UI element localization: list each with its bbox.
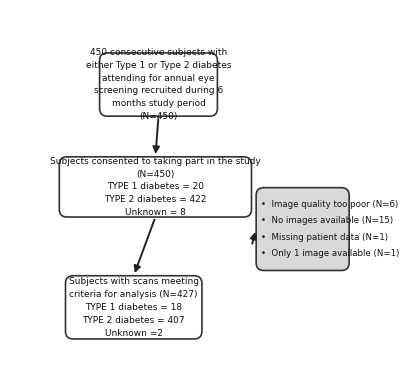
FancyBboxPatch shape bbox=[256, 188, 349, 271]
Text: •  Image quality too poor (N=6): • Image quality too poor (N=6) bbox=[261, 200, 398, 209]
FancyBboxPatch shape bbox=[100, 53, 218, 116]
Text: Subjects with scans meeting
criteria for analysis (N=427)
TYPE 1 diabetes = 18
T: Subjects with scans meeting criteria for… bbox=[69, 277, 199, 337]
FancyBboxPatch shape bbox=[66, 276, 202, 339]
FancyBboxPatch shape bbox=[59, 157, 252, 217]
Text: Subjects consented to taking part in the study
(N=450)
TYPE 1 diabetes = 20
TYPE: Subjects consented to taking part in the… bbox=[50, 157, 261, 217]
Text: •  Missing patient data (N=1): • Missing patient data (N=1) bbox=[261, 233, 388, 242]
Text: •  No images available (N=15): • No images available (N=15) bbox=[261, 216, 393, 225]
Text: •  Only 1 image available (N=1): • Only 1 image available (N=1) bbox=[261, 249, 399, 258]
Text: 450 consecutive subjects with
either Type 1 or Type 2 diabetes
attending for ann: 450 consecutive subjects with either Typ… bbox=[86, 48, 231, 121]
